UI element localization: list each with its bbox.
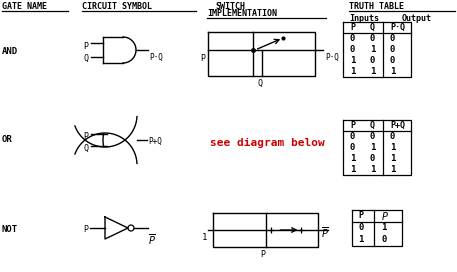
- Text: 1: 1: [381, 224, 386, 233]
- Text: Q: Q: [370, 121, 375, 130]
- Text: 0: 0: [390, 34, 395, 43]
- Text: P: P: [350, 23, 355, 32]
- Text: OR: OR: [2, 135, 13, 144]
- Text: 1: 1: [370, 165, 375, 174]
- Text: 1: 1: [390, 165, 395, 174]
- Text: P·Q: P·Q: [390, 23, 405, 32]
- Text: P+Q: P+Q: [148, 137, 162, 146]
- Text: 0: 0: [370, 34, 375, 43]
- Text: 1: 1: [350, 56, 356, 65]
- Text: Q: Q: [257, 79, 262, 88]
- Text: P+Q: P+Q: [390, 121, 405, 130]
- Text: Output: Output: [402, 14, 432, 23]
- Text: 1: 1: [370, 67, 375, 76]
- Text: Q: Q: [83, 144, 88, 153]
- Text: 0: 0: [350, 45, 356, 54]
- Text: $\overline{P}$: $\overline{P}$: [321, 225, 329, 240]
- Text: P·Q: P·Q: [325, 53, 339, 62]
- Text: 0: 0: [350, 132, 356, 141]
- Text: 1: 1: [350, 154, 356, 163]
- Text: 0: 0: [370, 154, 375, 163]
- Text: P: P: [260, 250, 266, 259]
- Text: IMPLEMENTATION: IMPLEMENTATION: [207, 9, 277, 18]
- Text: 0: 0: [370, 132, 375, 141]
- Text: 0: 0: [390, 56, 395, 65]
- Text: 0: 0: [350, 143, 356, 152]
- Text: 1: 1: [390, 67, 395, 76]
- Text: 0: 0: [359, 224, 364, 233]
- Text: P: P: [359, 212, 364, 221]
- Text: P·Q: P·Q: [149, 53, 163, 62]
- Text: P: P: [83, 132, 88, 141]
- Text: 1: 1: [370, 45, 375, 54]
- Text: 1: 1: [390, 154, 395, 163]
- Text: 0: 0: [390, 45, 395, 54]
- Text: 0: 0: [370, 56, 375, 65]
- Text: SWITCH: SWITCH: [215, 2, 245, 11]
- Text: $\overline{P}$: $\overline{P}$: [148, 232, 156, 247]
- Text: CIRCUIT SYMBOL: CIRCUIT SYMBOL: [82, 2, 152, 11]
- Text: $\overline{P}$: $\overline{P}$: [381, 209, 389, 223]
- Text: P: P: [83, 225, 88, 234]
- Text: 1: 1: [359, 236, 364, 245]
- Text: see diagram below: see diagram below: [210, 138, 325, 148]
- Text: AND: AND: [2, 47, 18, 56]
- Text: 1: 1: [350, 165, 356, 174]
- Text: Q: Q: [370, 23, 375, 32]
- Text: 1: 1: [370, 143, 375, 152]
- Text: P: P: [350, 121, 355, 130]
- Text: 1: 1: [350, 67, 356, 76]
- Text: 0: 0: [381, 236, 386, 245]
- Text: Inputs: Inputs: [349, 14, 379, 23]
- Text: NOT: NOT: [2, 225, 18, 234]
- Text: 1: 1: [390, 143, 395, 152]
- Text: P: P: [83, 42, 88, 51]
- Text: Q: Q: [83, 54, 88, 63]
- Text: GATE NAME: GATE NAME: [2, 2, 47, 11]
- Text: 0: 0: [390, 132, 395, 141]
- Text: 1: 1: [202, 233, 207, 242]
- Text: TRUTH TABLE: TRUTH TABLE: [349, 2, 404, 11]
- Text: 0: 0: [350, 34, 356, 43]
- Text: P: P: [200, 54, 205, 63]
